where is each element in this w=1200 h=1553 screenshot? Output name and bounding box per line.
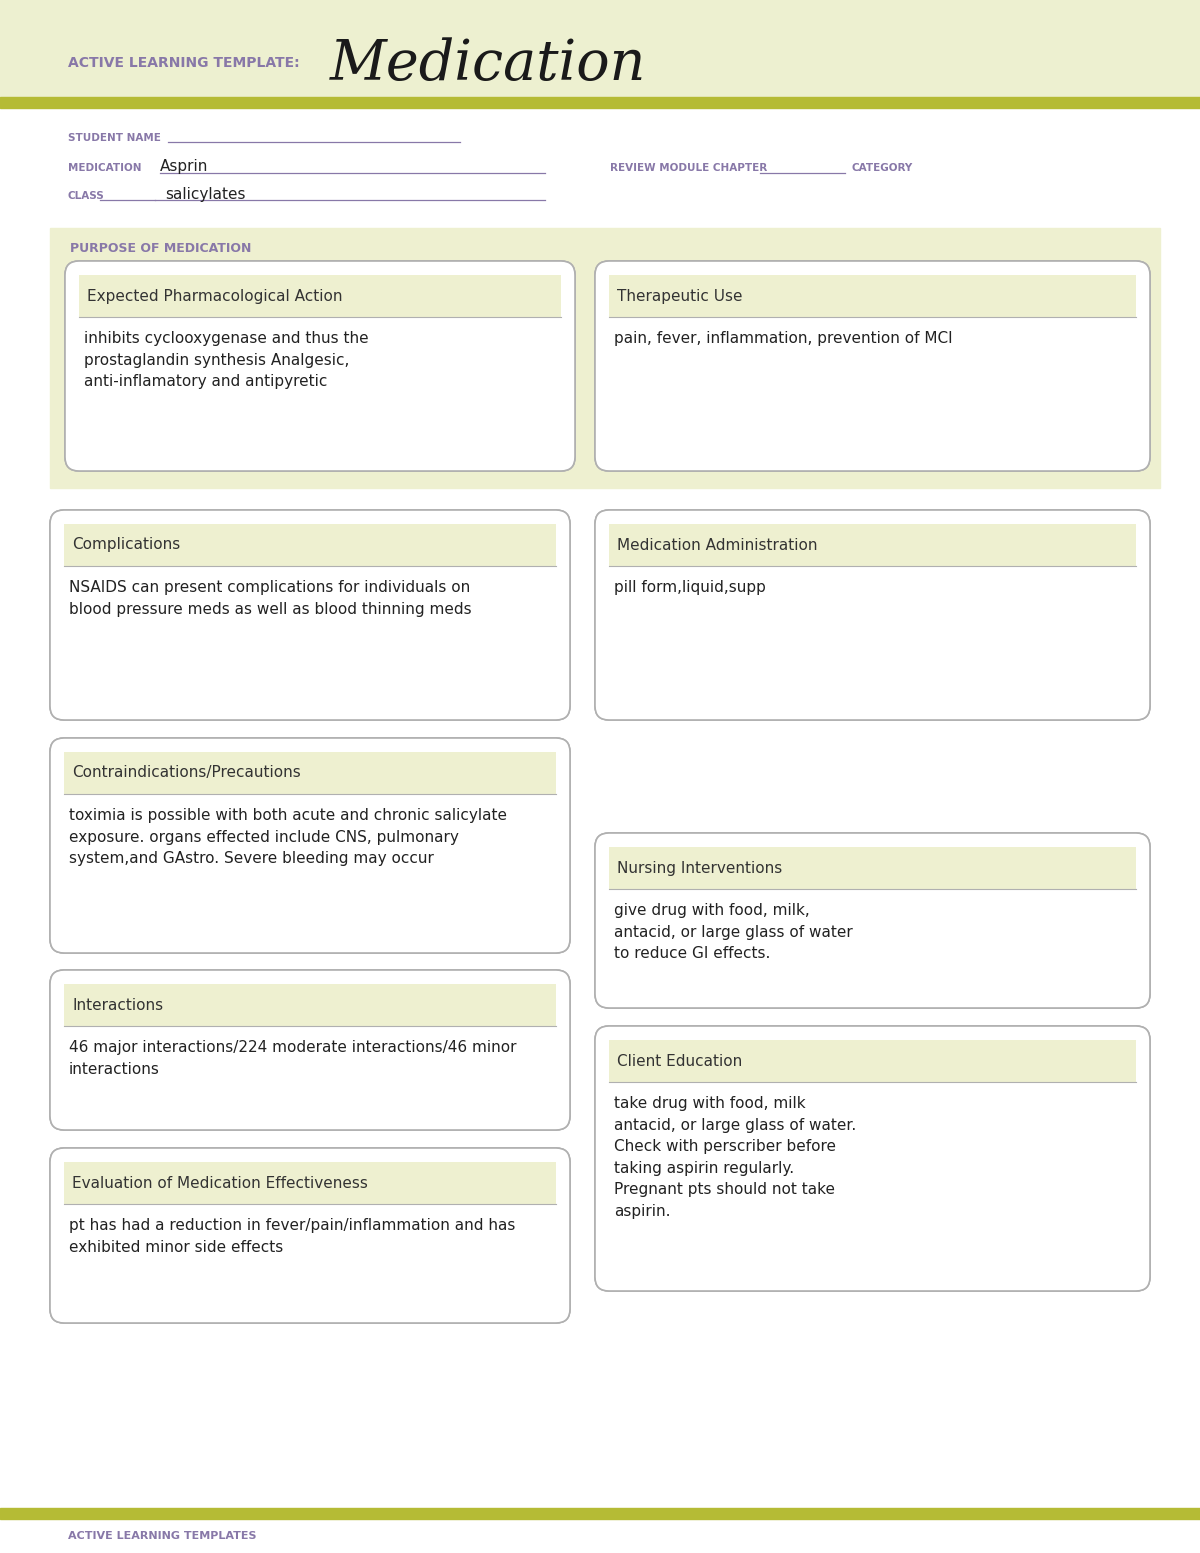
FancyBboxPatch shape [50,1148,570,1323]
Text: ACTIVE LEARNING TEMPLATES: ACTIVE LEARNING TEMPLATES [68,1531,257,1541]
Text: Medication: Medication [330,37,647,92]
Text: STUDENT NAME: STUDENT NAME [68,134,161,143]
FancyBboxPatch shape [595,832,1150,1008]
Text: pain, fever, inflammation, prevention of MCI: pain, fever, inflammation, prevention of… [614,331,953,346]
Text: NSAIDS can present complications for individuals on
blood pressure meds as well : NSAIDS can present complications for ind… [70,579,472,617]
Text: toximia is possible with both acute and chronic salicylate
exposure. organs effe: toximia is possible with both acute and … [70,808,508,867]
Text: CATEGORY: CATEGORY [852,163,913,172]
Text: Complications: Complications [72,537,180,553]
FancyBboxPatch shape [50,509,570,721]
FancyBboxPatch shape [595,509,1150,721]
Text: Interactions: Interactions [72,997,163,1013]
FancyBboxPatch shape [610,1041,1136,1082]
Text: inhibits cyclooxygenase and thus the
prostaglandin synthesis Analgesic,
anti-inf: inhibits cyclooxygenase and thus the pro… [84,331,368,390]
Bar [0,96,1200,109]
FancyBboxPatch shape [610,275,1136,317]
FancyBboxPatch shape [610,523,1136,565]
FancyBboxPatch shape [50,971,570,1131]
Text: Medication Administration: Medication Administration [617,537,817,553]
FancyBboxPatch shape [595,261,1150,471]
FancyBboxPatch shape [79,275,562,317]
FancyBboxPatch shape [64,752,556,794]
Text: give drug with food, milk,
antacid, or large glass of water
to reduce GI effects: give drug with food, milk, antacid, or l… [614,902,853,961]
FancyBboxPatch shape [50,509,570,721]
Text: 46 major interactions/224 moderate interactions/46 minor
interactions: 46 major interactions/224 moderate inter… [70,1041,516,1076]
Text: Therapeutic Use: Therapeutic Use [617,289,743,303]
Bar [50,228,1160,488]
Text: Asprin: Asprin [160,158,209,174]
Text: Expected Pharmacological Action: Expected Pharmacological Action [88,289,342,303]
FancyBboxPatch shape [595,1027,1150,1291]
Text: pt has had a reduction in fever/pain/inflammation and has
exhibited minor side e: pt has had a reduction in fever/pain/inf… [70,1218,515,1255]
Text: take drug with food, milk
antacid, or large glass of water.
Check with perscribe: take drug with food, milk antacid, or la… [614,1096,857,1219]
Text: CLASS: CLASS [68,191,104,200]
FancyBboxPatch shape [65,261,575,471]
FancyBboxPatch shape [595,509,1150,721]
FancyBboxPatch shape [595,261,1150,471]
Text: Client Education: Client Education [617,1053,743,1068]
Text: Contraindications/Precautions: Contraindications/Precautions [72,766,301,781]
Bar [0,0,1200,96]
Text: pill form,liquid,supp: pill form,liquid,supp [614,579,766,595]
Text: salicylates: salicylates [166,186,246,202]
FancyBboxPatch shape [595,1027,1150,1291]
FancyBboxPatch shape [64,523,556,565]
Text: MEDICATION: MEDICATION [68,163,142,172]
FancyBboxPatch shape [50,738,570,954]
Text: Evaluation of Medication Effectiveness: Evaluation of Medication Effectiveness [72,1176,368,1191]
Text: ACTIVE LEARNING TEMPLATE:: ACTIVE LEARNING TEMPLATE: [68,56,300,70]
Text: Nursing Interventions: Nursing Interventions [617,860,782,876]
Bar [0,1508,1200,1519]
FancyBboxPatch shape [50,738,570,954]
FancyBboxPatch shape [50,971,570,1131]
FancyBboxPatch shape [65,261,575,471]
FancyBboxPatch shape [610,846,1136,888]
FancyBboxPatch shape [50,1148,570,1323]
FancyBboxPatch shape [64,985,556,1027]
Text: PURPOSE OF MEDICATION: PURPOSE OF MEDICATION [70,242,251,255]
Text: REVIEW MODULE CHAPTER: REVIEW MODULE CHAPTER [610,163,767,172]
FancyBboxPatch shape [64,1162,556,1204]
FancyBboxPatch shape [595,832,1150,1008]
